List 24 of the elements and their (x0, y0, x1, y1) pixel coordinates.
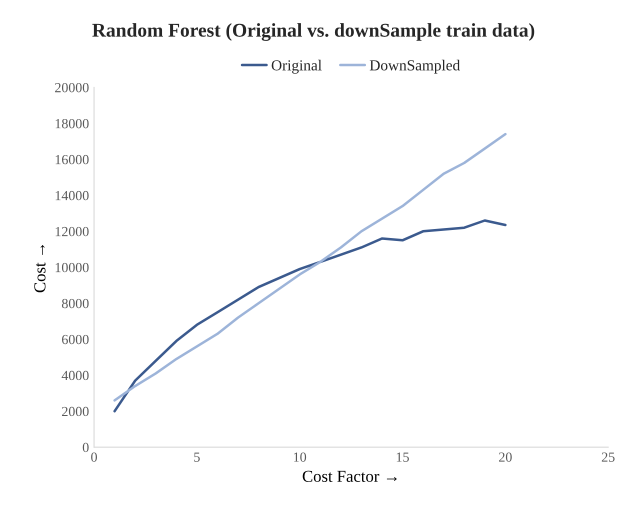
x-tick-label: 20 (499, 452, 512, 462)
x-tick-label: 25 (602, 452, 615, 462)
y-tick-label: 10000 (56, 262, 89, 272)
y-tick-label: 0 (82, 442, 89, 452)
x-tick-label: 0 (91, 452, 97, 462)
y-tick-label: 4000 (62, 370, 89, 380)
line-series (113, 219, 507, 412)
y-tick-label: 6000 (62, 334, 89, 344)
x-axis-title: Cost Factor → (302, 470, 397, 482)
chart-title: Random Forest (Original vs. downSample train data) (92, 23, 534, 41)
x-tick-label: 15 (396, 452, 409, 462)
y-tick-label: 20000 (55, 82, 89, 92)
legend-label: DownSampled (370, 60, 460, 74)
y-tick-label: 8000 (62, 298, 89, 308)
y-tick-label: 14000 (56, 190, 89, 200)
x-tick-label: 10 (294, 452, 306, 462)
line-series (113, 132, 507, 402)
x-tick-label: 5 (194, 452, 200, 462)
y-tick-label: 18000 (56, 118, 89, 128)
y-tick-label: 2000 (62, 406, 89, 416)
legend-label: Original (272, 60, 322, 74)
y-tick-label: 16000 (56, 154, 89, 164)
y-tick-label: 12000 (56, 226, 89, 236)
y-axis-title: Cost → (34, 244, 46, 292)
